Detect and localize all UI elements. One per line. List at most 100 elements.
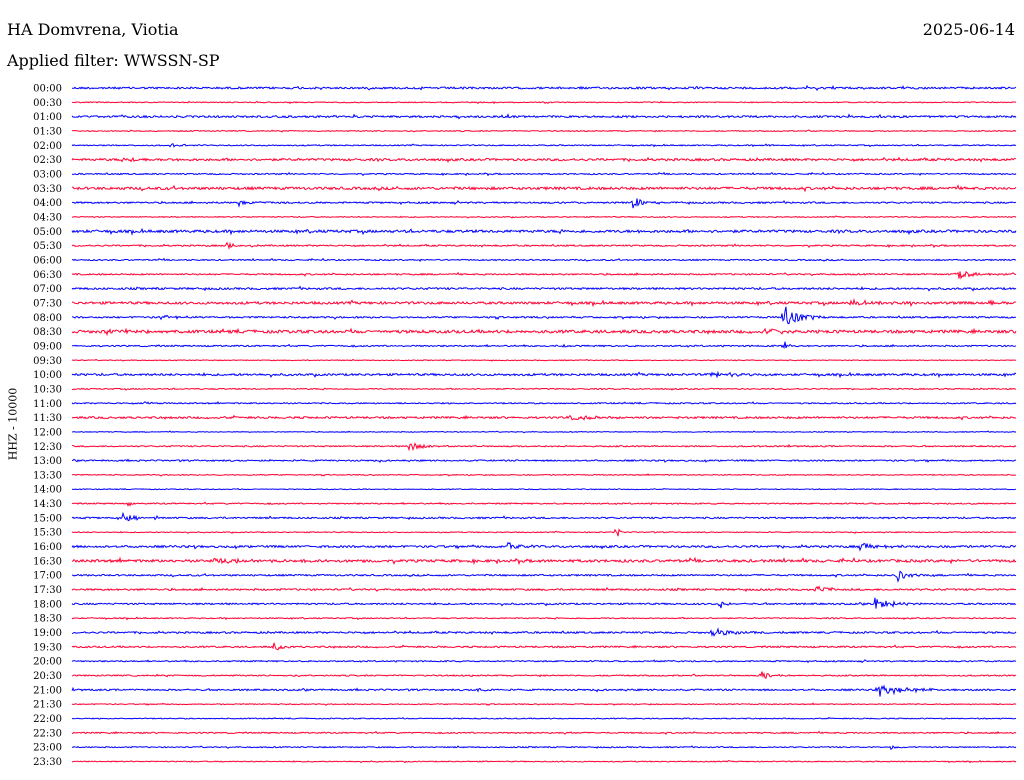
- time-tick-label: 05:30: [33, 241, 62, 252]
- time-tick-label: 11:30: [33, 413, 62, 424]
- time-tick-label: 09:30: [33, 356, 62, 367]
- trace-line: [71, 414, 1017, 421]
- time-tick-label: 11:00: [33, 399, 62, 410]
- trace-line: [71, 541, 1017, 552]
- time-tick-label: 22:00: [33, 714, 62, 725]
- time-tick-label: 10:30: [33, 384, 62, 395]
- trace-line: [71, 702, 1017, 706]
- trace-line: [71, 730, 1017, 736]
- time-tick-label: 15:00: [33, 513, 62, 524]
- time-tick-label: 06:30: [33, 270, 62, 281]
- trace-line: [71, 113, 1017, 120]
- time-tick-label: 16:30: [33, 556, 62, 567]
- time-tick-label: 13:00: [33, 456, 62, 467]
- trace-line: [71, 659, 1017, 664]
- station-title: HA Domvrena, Viotia: [7, 20, 179, 39]
- trace-line: [71, 241, 1017, 250]
- trace-line: [71, 370, 1017, 379]
- trace-line: [71, 400, 1017, 405]
- time-tick-label: 13:30: [33, 470, 62, 481]
- trace-line: [71, 215, 1017, 219]
- trace-line: [71, 156, 1017, 163]
- time-tick-label: 21:30: [33, 700, 62, 711]
- trace-line: [71, 297, 1017, 308]
- trace-line: [71, 528, 1017, 537]
- trace-line: [71, 511, 1017, 522]
- trace-line: [71, 556, 1017, 566]
- time-tick-label: 17:30: [33, 585, 62, 596]
- trace-line: [71, 100, 1017, 105]
- time-tick-label: 23:00: [33, 743, 62, 754]
- trace-line: [71, 358, 1017, 362]
- trace-line: [71, 487, 1017, 491]
- trace-line: [71, 271, 1017, 280]
- time-tick-label: 00:30: [33, 98, 62, 109]
- time-tick-label: 03:30: [33, 184, 62, 195]
- time-tick-label: 01:00: [33, 112, 62, 123]
- trace-line: [71, 671, 1017, 679]
- trace-line: [71, 227, 1017, 236]
- trace-line: [71, 684, 1017, 697]
- time-tick-label: 10:00: [33, 370, 62, 381]
- trace-line: [71, 745, 1017, 751]
- trace-line: [71, 341, 1017, 350]
- trace-line: [71, 171, 1017, 177]
- time-tick-labels: 00:00 00:30 01:00 01:30 02:00 02:30 03:00 03:30…: [33, 84, 62, 769]
- trace-line: [71, 129, 1017, 133]
- trace-line: [71, 570, 1017, 583]
- time-tick-label: 19:00: [33, 628, 62, 639]
- time-tick-label: 04:00: [33, 198, 62, 209]
- seismic-traces: [71, 84, 1017, 764]
- time-tick-label: 01:30: [33, 126, 62, 137]
- trace-line: [71, 285, 1017, 292]
- trace-line: [71, 616, 1017, 621]
- trace-line: [71, 257, 1017, 262]
- time-tick-label: 20:30: [33, 671, 62, 682]
- trace-line: [71, 759, 1017, 764]
- time-tick-label: 20:00: [33, 657, 62, 668]
- trace-line: [71, 473, 1017, 477]
- time-tick-label: 17:00: [33, 571, 62, 582]
- trace-line: [71, 184, 1017, 193]
- time-tick-label: 02:00: [33, 141, 62, 152]
- time-tick-label: 15:30: [33, 528, 62, 539]
- trace-line: [71, 306, 1017, 325]
- time-tick-label: 23:30: [33, 757, 62, 768]
- trace-line: [71, 198, 1017, 209]
- time-tick-label: 12:00: [33, 427, 62, 438]
- trace-line: [71, 642, 1017, 651]
- time-tick-label: 02:30: [33, 155, 62, 166]
- time-tick-label: 03:00: [33, 169, 62, 180]
- time-tick-label: 06:00: [33, 255, 62, 266]
- time-tick-label: 05:00: [33, 227, 62, 238]
- trace-line: [71, 716, 1017, 720]
- trace-line: [71, 501, 1017, 507]
- trace-line: [71, 458, 1017, 463]
- time-tick-label: 12:30: [33, 442, 62, 453]
- time-tick-label: 00:00: [33, 84, 62, 95]
- time-tick-label: 08:30: [33, 327, 62, 338]
- trace-line: [71, 627, 1017, 638]
- trace-line: [71, 84, 1017, 91]
- trace-line: [71, 430, 1017, 434]
- time-tick-label: 04:30: [33, 212, 62, 223]
- trace-line: [71, 585, 1017, 593]
- time-tick-label: 09:00: [33, 341, 62, 352]
- time-tick-label: 16:00: [33, 542, 62, 553]
- filter-label: Applied filter: WWSSN-SP: [7, 51, 220, 70]
- trace-line: [71, 597, 1017, 609]
- time-tick-label: 21:00: [33, 685, 62, 696]
- time-tick-label: 18:30: [33, 614, 62, 625]
- trace-line: [71, 442, 1017, 452]
- time-tick-label: 08:00: [33, 313, 62, 324]
- trace-line: [71, 327, 1017, 337]
- time-tick-label: 22:30: [33, 728, 62, 739]
- time-tick-label: 19:30: [33, 642, 62, 653]
- time-tick-label: 07:30: [33, 298, 62, 309]
- time-tick-label: 18:00: [33, 599, 62, 610]
- time-tick-label: 07:00: [33, 284, 62, 295]
- time-tick-label: 14:00: [33, 485, 62, 496]
- time-tick-label: 14:30: [33, 499, 62, 510]
- trace-line: [71, 387, 1017, 391]
